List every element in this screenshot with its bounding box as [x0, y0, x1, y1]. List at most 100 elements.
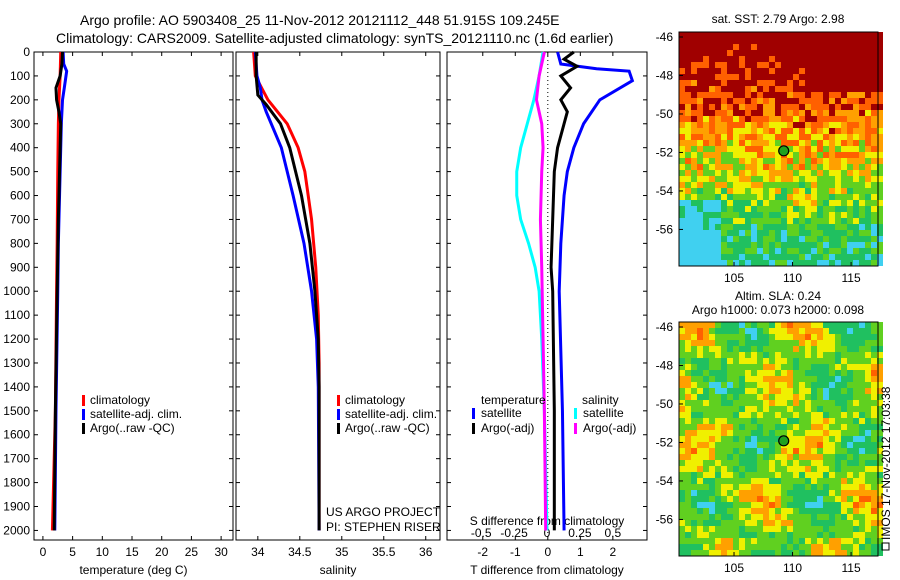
map-cell — [823, 242, 829, 248]
map-cell — [781, 352, 787, 358]
map-cell — [871, 358, 877, 364]
map-cell — [721, 538, 727, 544]
map-cell — [841, 334, 847, 340]
map-cell — [775, 346, 781, 352]
map-cell — [769, 448, 775, 454]
map-cell — [829, 86, 835, 92]
map-cell — [799, 128, 805, 134]
map-cell — [811, 104, 817, 110]
map-cell — [871, 254, 877, 260]
map-cell — [727, 436, 733, 442]
map-cell — [745, 496, 751, 502]
map-cell — [865, 176, 871, 182]
map-cell — [865, 532, 871, 538]
map-cell — [703, 146, 709, 152]
map-cell — [697, 80, 703, 86]
map-cell — [685, 382, 691, 388]
map-cell — [751, 394, 757, 400]
map-cell — [775, 400, 781, 406]
map-cell — [877, 448, 883, 454]
map-cell — [703, 80, 709, 86]
map-cell — [697, 472, 703, 478]
map-cell — [769, 182, 775, 188]
map-cell — [811, 62, 817, 68]
map-cell — [709, 176, 715, 182]
map-cell — [733, 158, 739, 164]
map-cell — [805, 550, 811, 556]
map-cell — [727, 538, 733, 544]
map-cell — [727, 158, 733, 164]
map-cell — [775, 508, 781, 514]
map-cell — [733, 334, 739, 340]
map-cell — [733, 340, 739, 346]
map-cell — [877, 418, 883, 424]
map-cell — [733, 170, 739, 176]
map-cell — [823, 56, 829, 62]
map-cell — [769, 364, 775, 370]
map-cell — [829, 538, 835, 544]
map-cell — [823, 388, 829, 394]
map-cell — [769, 328, 775, 334]
map-cell — [739, 230, 745, 236]
map-cell — [715, 418, 721, 424]
map-cell — [745, 376, 751, 382]
map-cell — [679, 158, 685, 164]
map-cell — [697, 116, 703, 122]
map-cell — [805, 460, 811, 466]
map-cell — [733, 394, 739, 400]
map-cell — [763, 334, 769, 340]
map-cell — [757, 520, 763, 526]
map-cell — [865, 346, 871, 352]
map-cell — [739, 454, 745, 460]
map-cell — [691, 230, 697, 236]
x-tick-label: 5 — [69, 545, 76, 559]
map-cell — [685, 218, 691, 224]
map-cell — [685, 436, 691, 442]
map-cell — [679, 364, 685, 370]
map-cell — [811, 346, 817, 352]
map-cell — [835, 92, 841, 98]
map-frame — [678, 321, 879, 557]
map-cell — [691, 224, 697, 230]
map-cell — [841, 442, 847, 448]
map-cell — [679, 520, 685, 526]
map-cell — [763, 394, 769, 400]
y-tick-label: 0 — [23, 45, 30, 59]
map-cell — [847, 424, 853, 430]
map-cell — [763, 260, 769, 266]
map-cell — [715, 400, 721, 406]
map-cell — [745, 188, 751, 194]
map-cell — [871, 110, 877, 116]
map-cell — [781, 206, 787, 212]
map-cell — [835, 334, 841, 340]
map-cell — [787, 224, 793, 230]
map-cell — [721, 436, 727, 442]
map-cell — [853, 182, 859, 188]
map-cell — [697, 376, 703, 382]
map-cell — [703, 532, 709, 538]
map-cell — [739, 62, 745, 68]
map-cell — [775, 152, 781, 158]
map-cell — [847, 352, 853, 358]
map-cell — [871, 514, 877, 520]
map-cell — [685, 62, 691, 68]
x-tick-label: 20 — [155, 545, 169, 559]
map-cell — [805, 508, 811, 514]
map-cell — [835, 358, 841, 364]
map-cell — [727, 394, 733, 400]
map-cell — [823, 514, 829, 520]
map-cell — [757, 400, 763, 406]
map-cell — [853, 382, 859, 388]
map-cell — [697, 364, 703, 370]
map-cell — [787, 418, 793, 424]
map-cell — [877, 472, 883, 478]
map-cell — [841, 62, 847, 68]
map-cell — [829, 134, 835, 140]
map-cell — [727, 146, 733, 152]
map-cell — [721, 62, 727, 68]
map-cell — [787, 322, 793, 328]
map-cell — [715, 56, 721, 62]
map-cell — [697, 520, 703, 526]
map-cell — [877, 236, 883, 242]
map-cell — [697, 538, 703, 544]
